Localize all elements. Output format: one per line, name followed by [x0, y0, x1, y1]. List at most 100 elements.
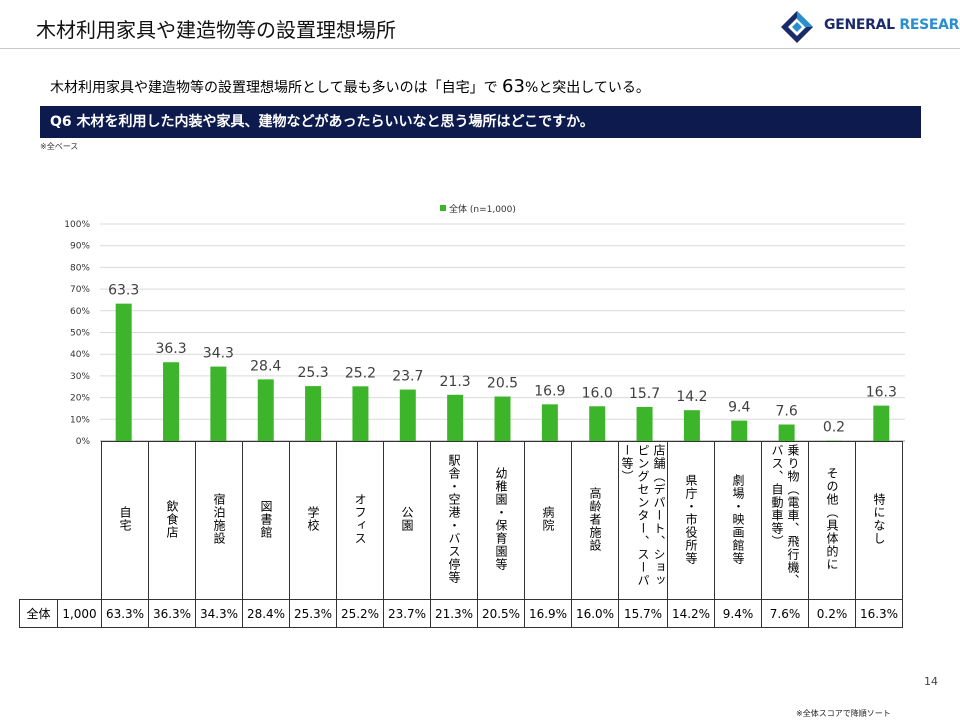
data-table: 自宅 飲食店 宿泊施設 図書館 学校 オフィス 公園 駅舎・空港・バス停等 幼稚園・保育園等 病院…: [19, 441, 903, 628]
category-label: 病院: [541, 506, 555, 532]
y-tick-label: 40%: [70, 350, 90, 360]
category-label: 幼稚園・保育園等: [494, 467, 508, 571]
page-number: 14: [924, 675, 938, 688]
summary-figure: 63: [502, 76, 525, 97]
percent-cell: 28.4%: [242, 599, 290, 628]
data-label: 20.5: [487, 376, 518, 392]
category-header: 劇場・映画館等: [714, 441, 762, 600]
summary-text-lead: 木材利用家具や建造物等の設置理想場所として最も多いのは「自宅」で: [50, 80, 498, 96]
bar-chart: 0% 10% 20% 30% 40% 50% 60% 70% 80% 90% 100% 全体 (n=1…: [64, 203, 905, 445]
category-row: 自宅 飲食店 宿泊施設 図書館 学校 オフィス 公園 駅舎・空港・バス停等 幼稚園・保育園等 病院…: [20, 441, 903, 600]
legend-swatch: [440, 205, 446, 211]
y-tick-label: 100%: [64, 220, 90, 230]
percent-cell: 16.0%: [571, 599, 619, 628]
logo-word-general: GENERAL: [824, 17, 900, 33]
y-tick-label: 10%: [70, 415, 90, 425]
category-label: 駅舎・空港・バス停等: [447, 454, 461, 584]
category-header: 飲食店: [148, 441, 196, 600]
bar: [636, 406, 653, 441]
y-tick-label: 30%: [70, 372, 90, 382]
percent-cell: 63.3%: [101, 599, 149, 628]
percent-cell: 15.7%: [618, 599, 668, 628]
bar: [494, 396, 511, 441]
bar: [257, 379, 274, 441]
data-label: 14.2: [676, 389, 707, 405]
question-text: Q6 木材を利用した内装や家具、建物などがあったらいいなと思う場所はどこですか。: [50, 114, 594, 130]
bar: [778, 424, 795, 441]
percent-cell: 25.2%: [336, 599, 384, 628]
data-label: 23.7: [392, 369, 423, 385]
bar: [399, 389, 416, 441]
logo-mark-icon: [781, 11, 813, 43]
percent-cell: 16.3%: [855, 599, 903, 628]
bar: [731, 420, 748, 441]
category-label: 劇場・映画館等: [731, 473, 745, 565]
category-label: 特になし: [872, 493, 886, 545]
data-label: 9.4: [728, 400, 750, 416]
bar: [115, 303, 132, 441]
category-header: 宿泊施設: [195, 441, 243, 600]
title-divider: [0, 48, 960, 49]
blank-corner: [20, 442, 58, 600]
category-label: 高齢者施設: [588, 486, 602, 552]
y-tick-label: 80%: [70, 263, 90, 273]
value-row: 全体 1,000 63.3% 36.3% 34.3% 28.4% 25.3% 25.2% 2…: [19, 599, 903, 628]
category-header: オフィス: [336, 441, 384, 600]
percent-cell: 16.9%: [524, 599, 572, 628]
category-label: 乗り物（電車、飛行機、バス、自動車等）: [770, 444, 800, 587]
sort-note: ※全体スコアで降順ソート: [796, 709, 891, 718]
category-header: 自宅: [101, 441, 149, 600]
bar: [447, 394, 464, 441]
category-header: 公園: [383, 441, 431, 600]
category-label: 店舗（デパート、ショッピングセンター、スーパー等）: [620, 444, 666, 587]
y-tick-label: 20%: [70, 394, 90, 404]
data-label: 16.0: [582, 385, 613, 401]
category-label: オフィス: [353, 493, 367, 545]
bar: [825, 440, 842, 442]
percent-cell: 25.3%: [289, 599, 337, 628]
data-label: 25.2: [345, 365, 376, 381]
data-label: 63.3: [108, 283, 139, 299]
category-header: 学校: [289, 441, 337, 600]
row-label: 全体: [19, 599, 58, 628]
category-header: 店舗（デパート、ショッピングセンター、スーパー等）: [618, 441, 668, 600]
bar: [589, 406, 606, 441]
percent-cell: 14.2%: [667, 599, 715, 628]
data-label: 34.3: [203, 346, 234, 362]
bar: [541, 404, 558, 441]
category-label: 県庁・市役所等: [684, 473, 698, 565]
category-label: 自宅: [118, 506, 132, 532]
data-label: 16.3: [866, 385, 897, 401]
data-label: 0.2: [823, 420, 845, 436]
logo-word-research: RESEARCH: [899, 17, 960, 33]
data-label: 16.9: [534, 383, 565, 399]
category-header: 特になし: [855, 441, 903, 600]
sample-size: 1,000: [57, 599, 102, 628]
percent-cell: 36.3%: [148, 599, 196, 628]
company-logo: [781, 11, 813, 43]
data-label: 7.6: [775, 404, 797, 420]
percent-cell: 23.7%: [383, 599, 431, 628]
category-header: 駅舎・空港・バス停等: [430, 441, 478, 600]
data-label: 15.7: [629, 386, 660, 402]
category-label: 図書館: [259, 499, 273, 539]
bar: [683, 410, 700, 441]
bar: [352, 386, 369, 441]
page-title: 木材利用家具や建造物等の設置理想場所: [36, 18, 396, 42]
bar: [873, 405, 890, 441]
category-header: 幼稚園・保育園等: [477, 441, 525, 600]
blank-corner: [57, 441, 102, 600]
data-label: 28.4: [250, 358, 281, 374]
percent-cell: 0.2%: [808, 599, 856, 628]
category-label: 公園: [400, 506, 414, 532]
percent-cell: 21.3%: [430, 599, 478, 628]
base-note: ※全ベース: [40, 142, 79, 151]
bar: [163, 362, 180, 441]
category-label: 学校: [306, 506, 320, 532]
question-banner: Q6 木材を利用した内装や家具、建物などがあったらいいなと思う場所はどこですか。: [40, 106, 921, 138]
y-tick-label: 70%: [70, 285, 90, 295]
percent-cell: 9.4%: [714, 599, 762, 628]
category-header: 病院: [524, 441, 572, 600]
category-header: 図書館: [242, 441, 290, 600]
summary-sentence: 木材利用家具や建造物等の設置理想場所として最も多いのは「自宅」で 63%と突出し…: [50, 76, 650, 97]
